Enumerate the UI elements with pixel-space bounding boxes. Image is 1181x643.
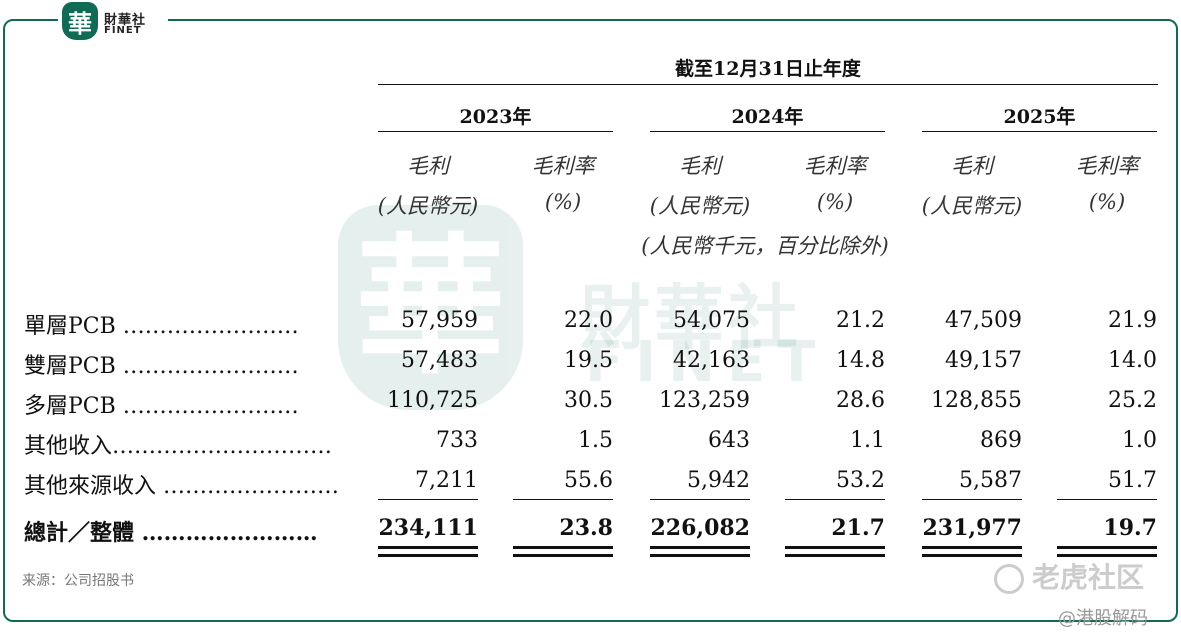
cell-value: 5,942 [687,468,750,493]
unit-note: (人民幣千元，百分比除外) [641,234,889,258]
row-label: 其他來源收入 …………………… [24,474,339,499]
col-margin-2024: 毛利率 [803,154,867,178]
year-rule-2023 [378,131,613,132]
logo-badge-icon: 華 [62,2,98,40]
cell-value: 123,259 [659,388,750,413]
total-double-rule [513,554,613,557]
cell-value: 21.2 [836,308,885,333]
cell-value: 55.6 [564,468,613,493]
cell-value: 733 [436,428,478,453]
cell-value: 14.8 [836,348,885,373]
subtotal-rule [785,499,885,500]
total-double-rule [922,554,1022,557]
cell-value: 57,959 [401,308,478,333]
cell-value: 1.5 [578,428,613,453]
subtotal-rule [513,499,613,500]
cell-value: 28.6 [836,388,885,413]
watermark-badge-icon: 華 [338,205,523,410]
content-frame [3,19,1178,622]
year-header-2025: 2025年 [1003,106,1076,128]
col-margin-2023: 毛利率 [531,154,595,178]
cell-value: 54,075 [673,308,750,333]
cell-value: 21.9 [1108,308,1157,333]
logo-name-en: FINET [104,25,142,36]
tiger-logo-icon [994,564,1024,594]
total-double-rule [1057,554,1157,557]
col-gross-profit-2023: 毛利 [407,154,449,178]
col-unit-pct-2023: (%) [544,190,582,214]
total-double-rule [378,554,478,557]
subtotal-rule [1057,499,1157,500]
cell-value: 47,509 [945,308,1022,333]
total-double-rule [785,546,885,549]
tiger-community-watermark: 老虎社区 [994,556,1144,596]
total-double-rule [785,554,885,557]
total-double-rule [922,546,1022,549]
cell-value: 110,725 [387,388,478,413]
total-value: 231,977 [922,515,1022,541]
logo-name-cn: 財華社 [104,13,147,28]
cell-value: 643 [708,428,750,453]
cell-value: 53.2 [836,468,885,493]
finet-logo: 華 財華社 FINET [58,0,168,44]
source-note: 来源：公司招股书 [22,573,134,589]
cell-value: 7,211 [415,468,478,493]
total-value: 226,082 [650,515,750,541]
col-unit-pct-2025: (%) [1088,190,1126,214]
col-unit-rmb-2024: (人民幣元) [649,194,751,218]
watermark-name-en: FINET [585,330,828,395]
author-watermark: @港股解码 [1058,608,1148,629]
cell-value: 22.0 [564,308,613,333]
col-gross-profit-2024: 毛利 [679,154,721,178]
total-value: 19.7 [1103,515,1157,541]
total-value: 21.7 [831,515,885,541]
col-gross-profit-2025: 毛利 [951,154,993,178]
year-header-2024: 2024年 [731,106,804,128]
cell-value: 25.2 [1108,388,1157,413]
col-unit-rmb-2023: (人民幣元) [377,194,479,218]
subtotal-rule [650,499,750,500]
row-label: 單層PCB …………………… [24,314,299,339]
year-header-2023: 2023年 [459,106,532,128]
col-unit-rmb-2025: (人民幣元) [921,194,1023,218]
cell-value: 42,163 [673,348,750,373]
total-double-rule [513,546,613,549]
cell-value: 5,587 [959,468,1022,493]
total-label: 總計／整體 …………………… [24,520,318,546]
cell-value: 1.1 [850,428,885,453]
subtotal-rule [922,499,1022,500]
row-label: 其他收入………………………… [24,434,333,459]
subtotal-rule [378,499,478,500]
cell-value: 51.7 [1108,468,1157,493]
period-header: 截至12月31日止年度 [675,58,861,80]
cell-value: 869 [980,428,1022,453]
cell-value: 57,483 [401,348,478,373]
cell-value: 14.0 [1108,348,1157,373]
total-double-rule [1057,546,1157,549]
watermark-text: 老虎社区 [1032,561,1145,594]
year-rule-2025 [922,131,1157,132]
cell-value: 128,855 [931,388,1022,413]
total-double-rule [378,546,478,549]
watermark-name-cn: 財華社 [580,277,802,359]
cell-value: 19.5 [564,348,613,373]
year-rule-2024 [650,131,885,132]
row-label: 多層PCB …………………… [24,394,299,419]
cell-value: 1.0 [1122,428,1157,453]
cell-value: 30.5 [564,388,613,413]
header-rule [378,84,1158,85]
total-double-rule [650,546,750,549]
total-double-rule [650,554,750,557]
row-label: 雙層PCB …………………… [24,354,299,379]
col-margin-2025: 毛利率 [1075,154,1139,178]
total-value: 234,111 [378,515,478,541]
total-value: 23.8 [559,515,613,541]
cell-value: 49,157 [945,348,1022,373]
col-unit-pct-2024: (%) [816,190,854,214]
